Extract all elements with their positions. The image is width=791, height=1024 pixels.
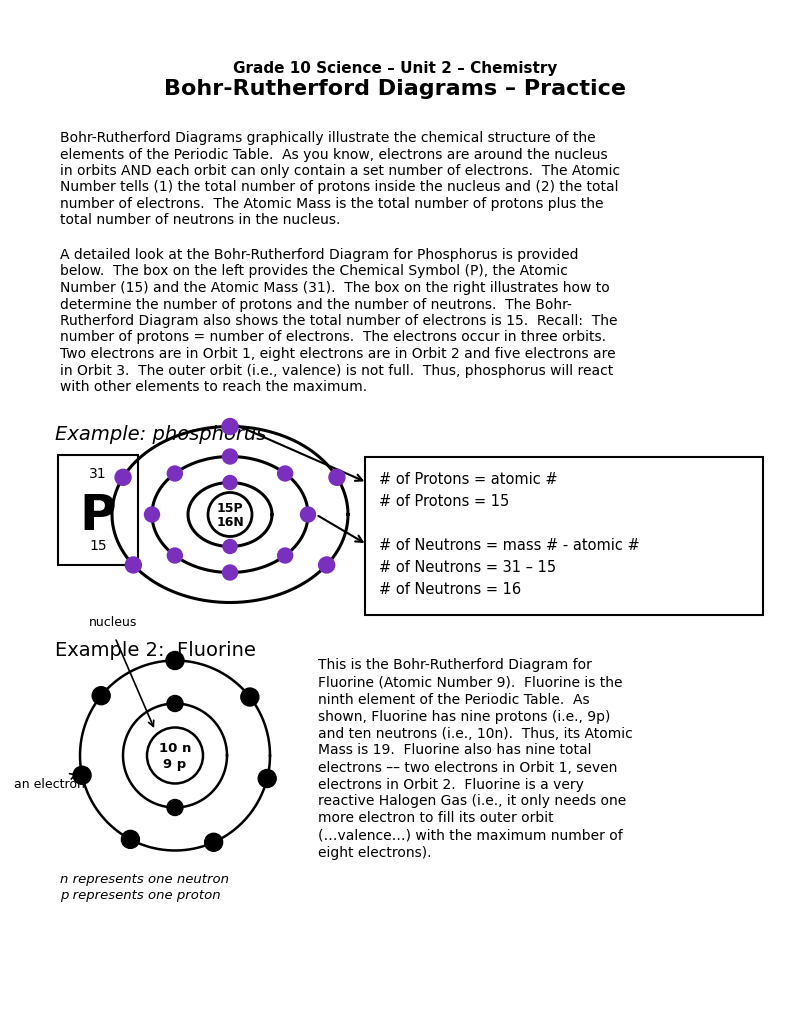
Text: Fluorine (Atomic Number 9).  Fluorine is the: Fluorine (Atomic Number 9). Fluorine is …: [318, 676, 623, 689]
Text: number of electrons.  The Atomic Mass is the total number of protons plus the: number of electrons. The Atomic Mass is …: [60, 197, 604, 211]
Text: (…valence…) with the maximum number of: (…valence…) with the maximum number of: [318, 828, 623, 843]
Circle shape: [222, 419, 238, 434]
Text: Number (15) and the Atomic Mass (31).  The box on the right illustrates how to: Number (15) and the Atomic Mass (31). Th…: [60, 281, 610, 295]
Text: ninth element of the Periodic Table.  As: ninth element of the Periodic Table. As: [318, 692, 589, 707]
FancyBboxPatch shape: [365, 457, 763, 614]
Text: determine the number of protons and the number of neutrons.  The Bohr-: determine the number of protons and the …: [60, 298, 572, 311]
Text: number of protons = number of electrons.  The electrons occur in three orbits.: number of protons = number of electrons.…: [60, 331, 606, 344]
Text: Bohr-Rutherford Diagrams graphically illustrate the chemical structure of the: Bohr-Rutherford Diagrams graphically ill…: [60, 131, 596, 145]
Circle shape: [145, 507, 160, 522]
Text: # of Protons = 15: # of Protons = 15: [379, 495, 509, 510]
Text: electrons –– two electrons in Orbit 1, seven: electrons –– two electrons in Orbit 1, s…: [318, 761, 617, 774]
Text: Mass is 19.  Fluorine also has nine total: Mass is 19. Fluorine also has nine total: [318, 743, 592, 758]
Text: 15: 15: [89, 539, 107, 553]
Circle shape: [319, 557, 335, 573]
Circle shape: [121, 830, 139, 848]
Text: electrons in Orbit 2.  Fluorine is a very: electrons in Orbit 2. Fluorine is a very: [318, 777, 584, 792]
Circle shape: [278, 548, 293, 563]
Text: p represents one proton: p represents one proton: [60, 889, 221, 901]
Text: nucleus: nucleus: [89, 615, 137, 629]
Circle shape: [93, 687, 110, 705]
Circle shape: [147, 727, 203, 783]
Text: 31: 31: [89, 467, 107, 480]
Text: and ten neutrons (i.e., 10n).  Thus, its Atomic: and ten neutrons (i.e., 10n). Thus, its …: [318, 726, 633, 740]
Text: 16N: 16N: [216, 516, 244, 529]
Circle shape: [222, 449, 237, 464]
Text: Bohr-Rutherford Diagrams – Practice: Bohr-Rutherford Diagrams – Practice: [164, 79, 626, 99]
Circle shape: [168, 548, 183, 563]
Text: Example 2:  Fluorine: Example 2: Fluorine: [55, 640, 255, 659]
Circle shape: [205, 834, 222, 851]
Text: shown, Fluorine has nine protons (i.e., 9p): shown, Fluorine has nine protons (i.e., …: [318, 710, 611, 724]
Text: Example: phosphorus: Example: phosphorus: [55, 425, 267, 443]
Circle shape: [222, 565, 237, 580]
Circle shape: [223, 475, 237, 489]
Circle shape: [73, 766, 91, 784]
Text: Grade 10 Science – Unit 2 – Chemistry: Grade 10 Science – Unit 2 – Chemistry: [233, 61, 557, 76]
Text: n represents one neutron: n represents one neutron: [60, 872, 229, 886]
Circle shape: [115, 469, 131, 485]
Text: reactive Halogen Gas (i.e., it only needs one: reactive Halogen Gas (i.e., it only need…: [318, 795, 626, 809]
Text: 10 n: 10 n: [159, 742, 191, 755]
Text: Two electrons are in Orbit 1, eight electrons are in Orbit 2 and five electrons : Two electrons are in Orbit 1, eight elec…: [60, 347, 615, 361]
Text: an electron: an electron: [13, 777, 85, 791]
Circle shape: [168, 466, 183, 481]
Text: with other elements to reach the maximum.: with other elements to reach the maximum…: [60, 380, 367, 394]
Circle shape: [241, 688, 259, 706]
FancyBboxPatch shape: [58, 455, 138, 564]
Circle shape: [208, 493, 252, 537]
Text: eight electrons).: eight electrons).: [318, 846, 432, 859]
Text: # of Protons = atomic #: # of Protons = atomic #: [379, 472, 558, 487]
Text: Number tells (1) the total number of protons inside the nucleus and (2) the tota: Number tells (1) the total number of pro…: [60, 180, 619, 195]
Circle shape: [167, 695, 183, 712]
Text: below.  The box on the left provides the Chemical Symbol (P), the Atomic: below. The box on the left provides the …: [60, 264, 568, 279]
Circle shape: [329, 469, 345, 485]
Circle shape: [125, 557, 142, 573]
Circle shape: [301, 507, 316, 522]
Circle shape: [166, 651, 184, 670]
Text: # of Neutrons = 31 – 15: # of Neutrons = 31 – 15: [379, 560, 556, 575]
Text: This is the Bohr-Rutherford Diagram for: This is the Bohr-Rutherford Diagram for: [318, 658, 592, 673]
Text: # of Neutrons = 16: # of Neutrons = 16: [379, 583, 521, 597]
Text: # of Neutrons = mass # - atomic #: # of Neutrons = mass # - atomic #: [379, 539, 640, 554]
Text: total number of neutrons in the nucleus.: total number of neutrons in the nucleus.: [60, 213, 340, 227]
Text: 9 p: 9 p: [164, 758, 187, 771]
Circle shape: [258, 769, 276, 787]
Text: in Orbit 3.  The outer orbit (i.e., valence) is not full.  Thus, phosphorus will: in Orbit 3. The outer orbit (i.e., valen…: [60, 364, 613, 378]
Text: 15P: 15P: [217, 502, 244, 515]
Text: P: P: [80, 492, 116, 540]
Text: more electron to fill its outer orbit: more electron to fill its outer orbit: [318, 811, 554, 825]
Text: A detailed look at the Bohr-Rutherford Diagram for Phosphorus is provided: A detailed look at the Bohr-Rutherford D…: [60, 248, 578, 262]
Text: elements of the Periodic Table.  As you know, electrons are around the nucleus: elements of the Periodic Table. As you k…: [60, 147, 607, 162]
Circle shape: [167, 800, 183, 815]
Circle shape: [223, 540, 237, 554]
Circle shape: [278, 466, 293, 481]
Text: in orbits AND each orbit can only contain a set number of electrons.  The Atomic: in orbits AND each orbit can only contai…: [60, 164, 620, 178]
Text: Rutherford Diagram also shows the total number of electrons is 15.  Recall:  The: Rutherford Diagram also shows the total …: [60, 314, 618, 328]
